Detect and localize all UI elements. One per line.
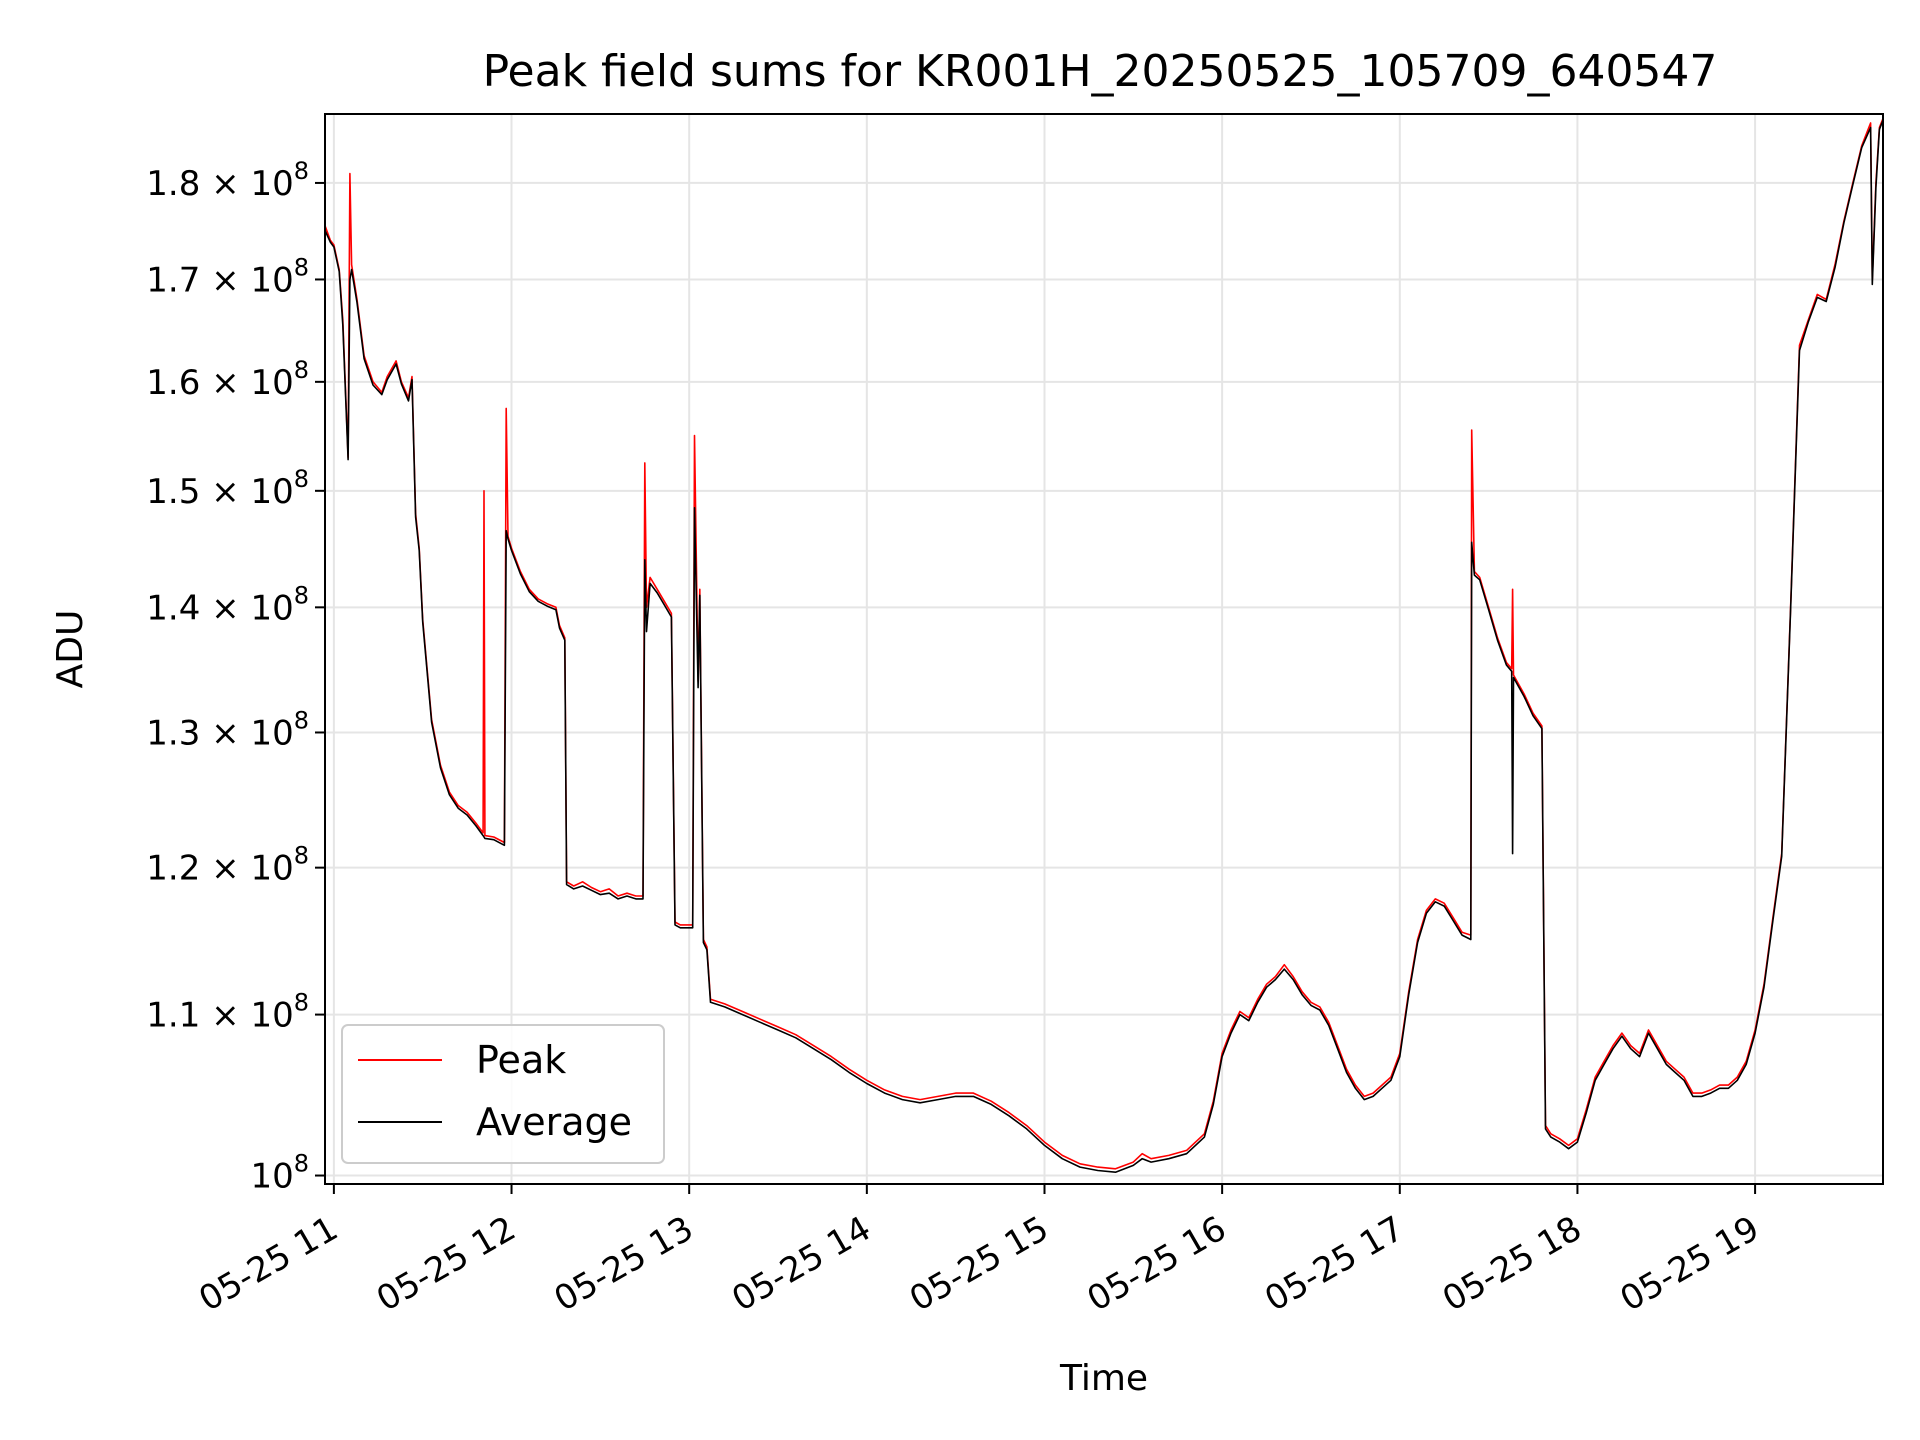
- series-line-peak: [325, 118, 1883, 1170]
- y-tick-exponent: 8: [294, 1150, 309, 1178]
- legend: Peak Average: [341, 1024, 665, 1164]
- y-tick-label: 1.1 × 108: [146, 989, 309, 1036]
- y-tick-mantissa: 1.8 × 10: [146, 164, 293, 204]
- chart-title: Peak field sums for KR001H_20250525_1057…: [483, 46, 1718, 97]
- grid: [325, 114, 1883, 1184]
- y-tick-label: 1.2 × 108: [146, 842, 309, 889]
- y-tick-mantissa: 10: [250, 1157, 293, 1197]
- y-tick-exponent: 8: [294, 356, 309, 384]
- y-tick-mantissa: 1.1 × 10: [146, 996, 293, 1036]
- y-tick-mantissa: 1.4 × 10: [146, 588, 293, 628]
- y-tick-exponent: 8: [294, 989, 309, 1017]
- y-tick-mantissa: 1.3 × 10: [146, 713, 293, 753]
- y-tick-label: 108: [250, 1150, 309, 1197]
- y-tick-exponent: 8: [294, 581, 309, 609]
- plot-frame: [324, 113, 1884, 1185]
- y-tick-mantissa: 1.2 × 10: [146, 849, 293, 889]
- legend-label-peak: Peak: [476, 1038, 566, 1082]
- y-tick-label: 1.3 × 108: [146, 706, 309, 753]
- y-tick-mantissa: 1.6 × 10: [146, 363, 293, 403]
- y-tick-exponent: 8: [294, 465, 309, 493]
- y-axis-label: ADU: [50, 610, 91, 689]
- y-tick-label: 1.6 × 108: [146, 356, 309, 403]
- y-tick-mantissa: 1.5 × 10: [146, 472, 293, 512]
- x-axis-label: Time: [1059, 1358, 1148, 1399]
- series-layer: [325, 118, 1883, 1173]
- y-tick-label: 1.5 × 108: [146, 465, 309, 512]
- y-tick-label: 1.8 × 108: [146, 157, 309, 204]
- y-tick-exponent: 8: [294, 706, 309, 734]
- y-tick-exponent: 8: [294, 842, 309, 870]
- y-tick-exponent: 8: [294, 253, 309, 281]
- series-line-average: [325, 120, 1883, 1173]
- y-tick-exponent: 8: [294, 157, 309, 185]
- y-tick-mantissa: 1.7 × 10: [146, 260, 293, 300]
- y-tick-label: 1.7 × 108: [146, 253, 309, 300]
- legend-label-average: Average: [476, 1100, 632, 1144]
- y-tick-label: 1.4 × 108: [146, 581, 309, 628]
